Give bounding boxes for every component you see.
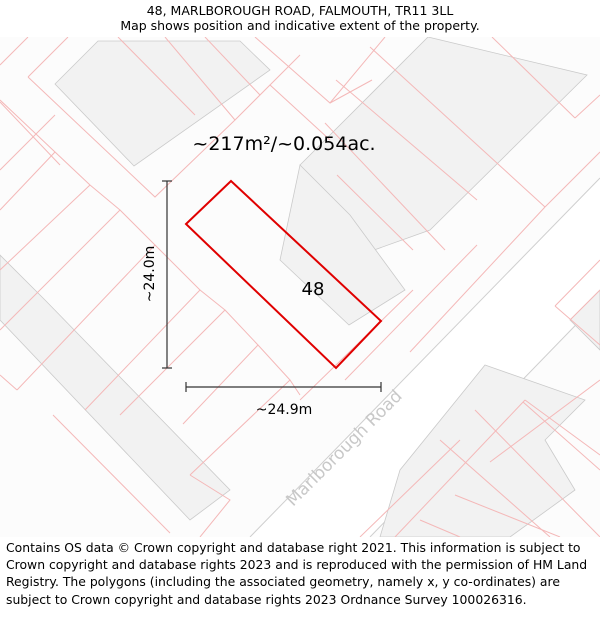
dimension-horizontal bbox=[185, 382, 382, 392]
subject-property-boundary[interactable] bbox=[184, 179, 383, 370]
buildings bbox=[0, 37, 600, 537]
dimension-horizontal-label: ~24.9m bbox=[256, 402, 313, 418]
property-address-title: 48, MARLBOROUGH ROAD, FALMOUTH, TR11 3LL bbox=[146, 3, 454, 18]
copyright-attribution: Contains OS data © Crown copyright and d… bbox=[6, 540, 588, 607]
map-subtitle: Map shows position and indicative extent… bbox=[120, 18, 480, 33]
map-canvas[interactable]: ~217m²/~0.054ac. 48 ~24.0m ~24.9m Marlbo… bbox=[0, 37, 600, 537]
dimension-vertical-label: ~24.0m bbox=[142, 246, 158, 303]
area-label: ~217m²/~0.054ac. bbox=[192, 133, 375, 155]
map-header: 48, MARLBOROUGH ROAD, FALMOUTH, TR11 3LL… bbox=[0, 0, 600, 37]
dimension-vertical bbox=[162, 180, 172, 369]
plot-number-label: 48 bbox=[302, 279, 325, 300]
parcel-boundaries bbox=[0, 37, 600, 537]
